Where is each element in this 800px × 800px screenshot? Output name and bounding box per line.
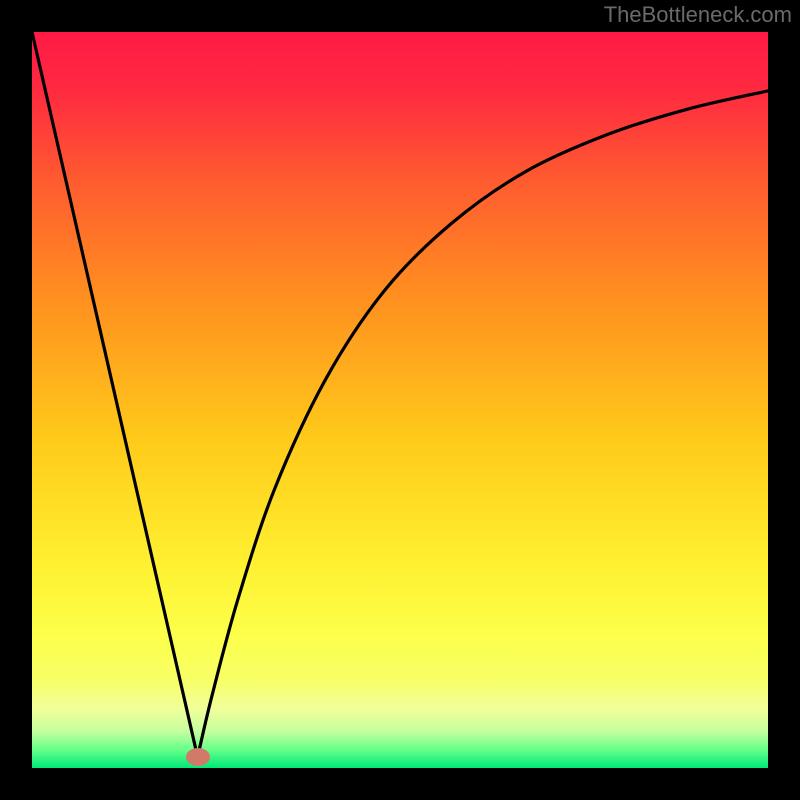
plot-area <box>32 32 768 768</box>
chart-container: TheBottleneck.com <box>0 0 800 800</box>
watermark-text: TheBottleneck.com <box>604 2 792 28</box>
minimum-marker <box>186 748 210 766</box>
left-branch <box>32 32 198 757</box>
right-branch <box>198 91 768 757</box>
chart-curve <box>32 32 768 768</box>
